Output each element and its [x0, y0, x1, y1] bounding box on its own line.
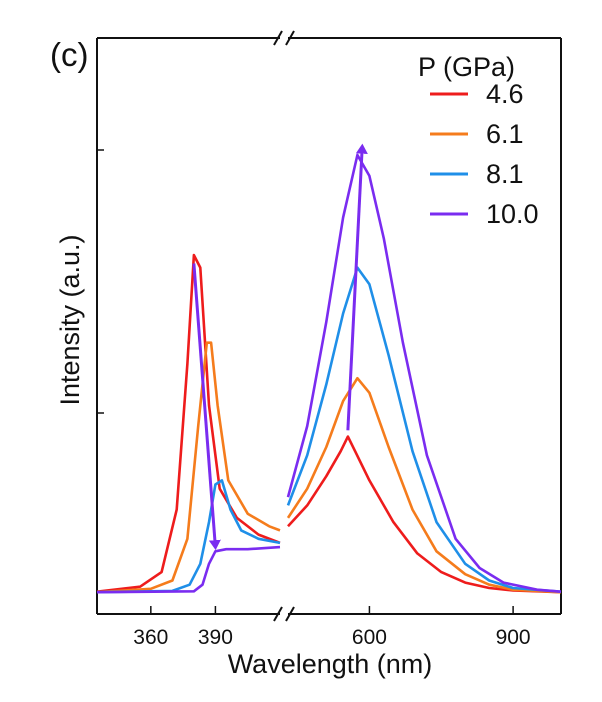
trend-arrow [346, 143, 368, 431]
series-line-6.1-left [96, 341, 281, 594]
legend-label-4.6: 4.6 [486, 79, 524, 109]
legend-label-8.1: 8.1 [486, 159, 524, 189]
x-axis-title: Wavelength (nm) [228, 649, 433, 679]
bottom-axis-break-mark [285, 606, 295, 622]
bottom-axis-break-mark [273, 606, 283, 622]
series-line-4.6-left [96, 253, 281, 593]
trend-arrow [192, 263, 221, 551]
x-tick-label: 390 [198, 626, 233, 649]
series-line-6.1-right [286, 376, 562, 594]
series-line-10.0-right [286, 153, 562, 593]
legend-label-10.0: 10.0 [486, 199, 539, 229]
panel-label: (c) [50, 36, 88, 73]
legend-title: P (GPa) [418, 52, 515, 82]
x-tick-label: 900 [496, 626, 531, 649]
top-axis-break-mark [285, 30, 295, 46]
series-line-8.1-right [286, 266, 562, 593]
series-line-4.6-right [287, 435, 562, 594]
x-tick-label: 600 [352, 626, 387, 649]
x-tick-label: 360 [133, 626, 168, 649]
top-axis-break-mark [273, 30, 283, 46]
series-line-10.0-left [96, 545, 281, 594]
series-line-8.1-left [96, 479, 281, 594]
y-axis-title: Intensity (a.u.) [55, 234, 85, 405]
legend-label-6.1: 6.1 [486, 119, 524, 149]
